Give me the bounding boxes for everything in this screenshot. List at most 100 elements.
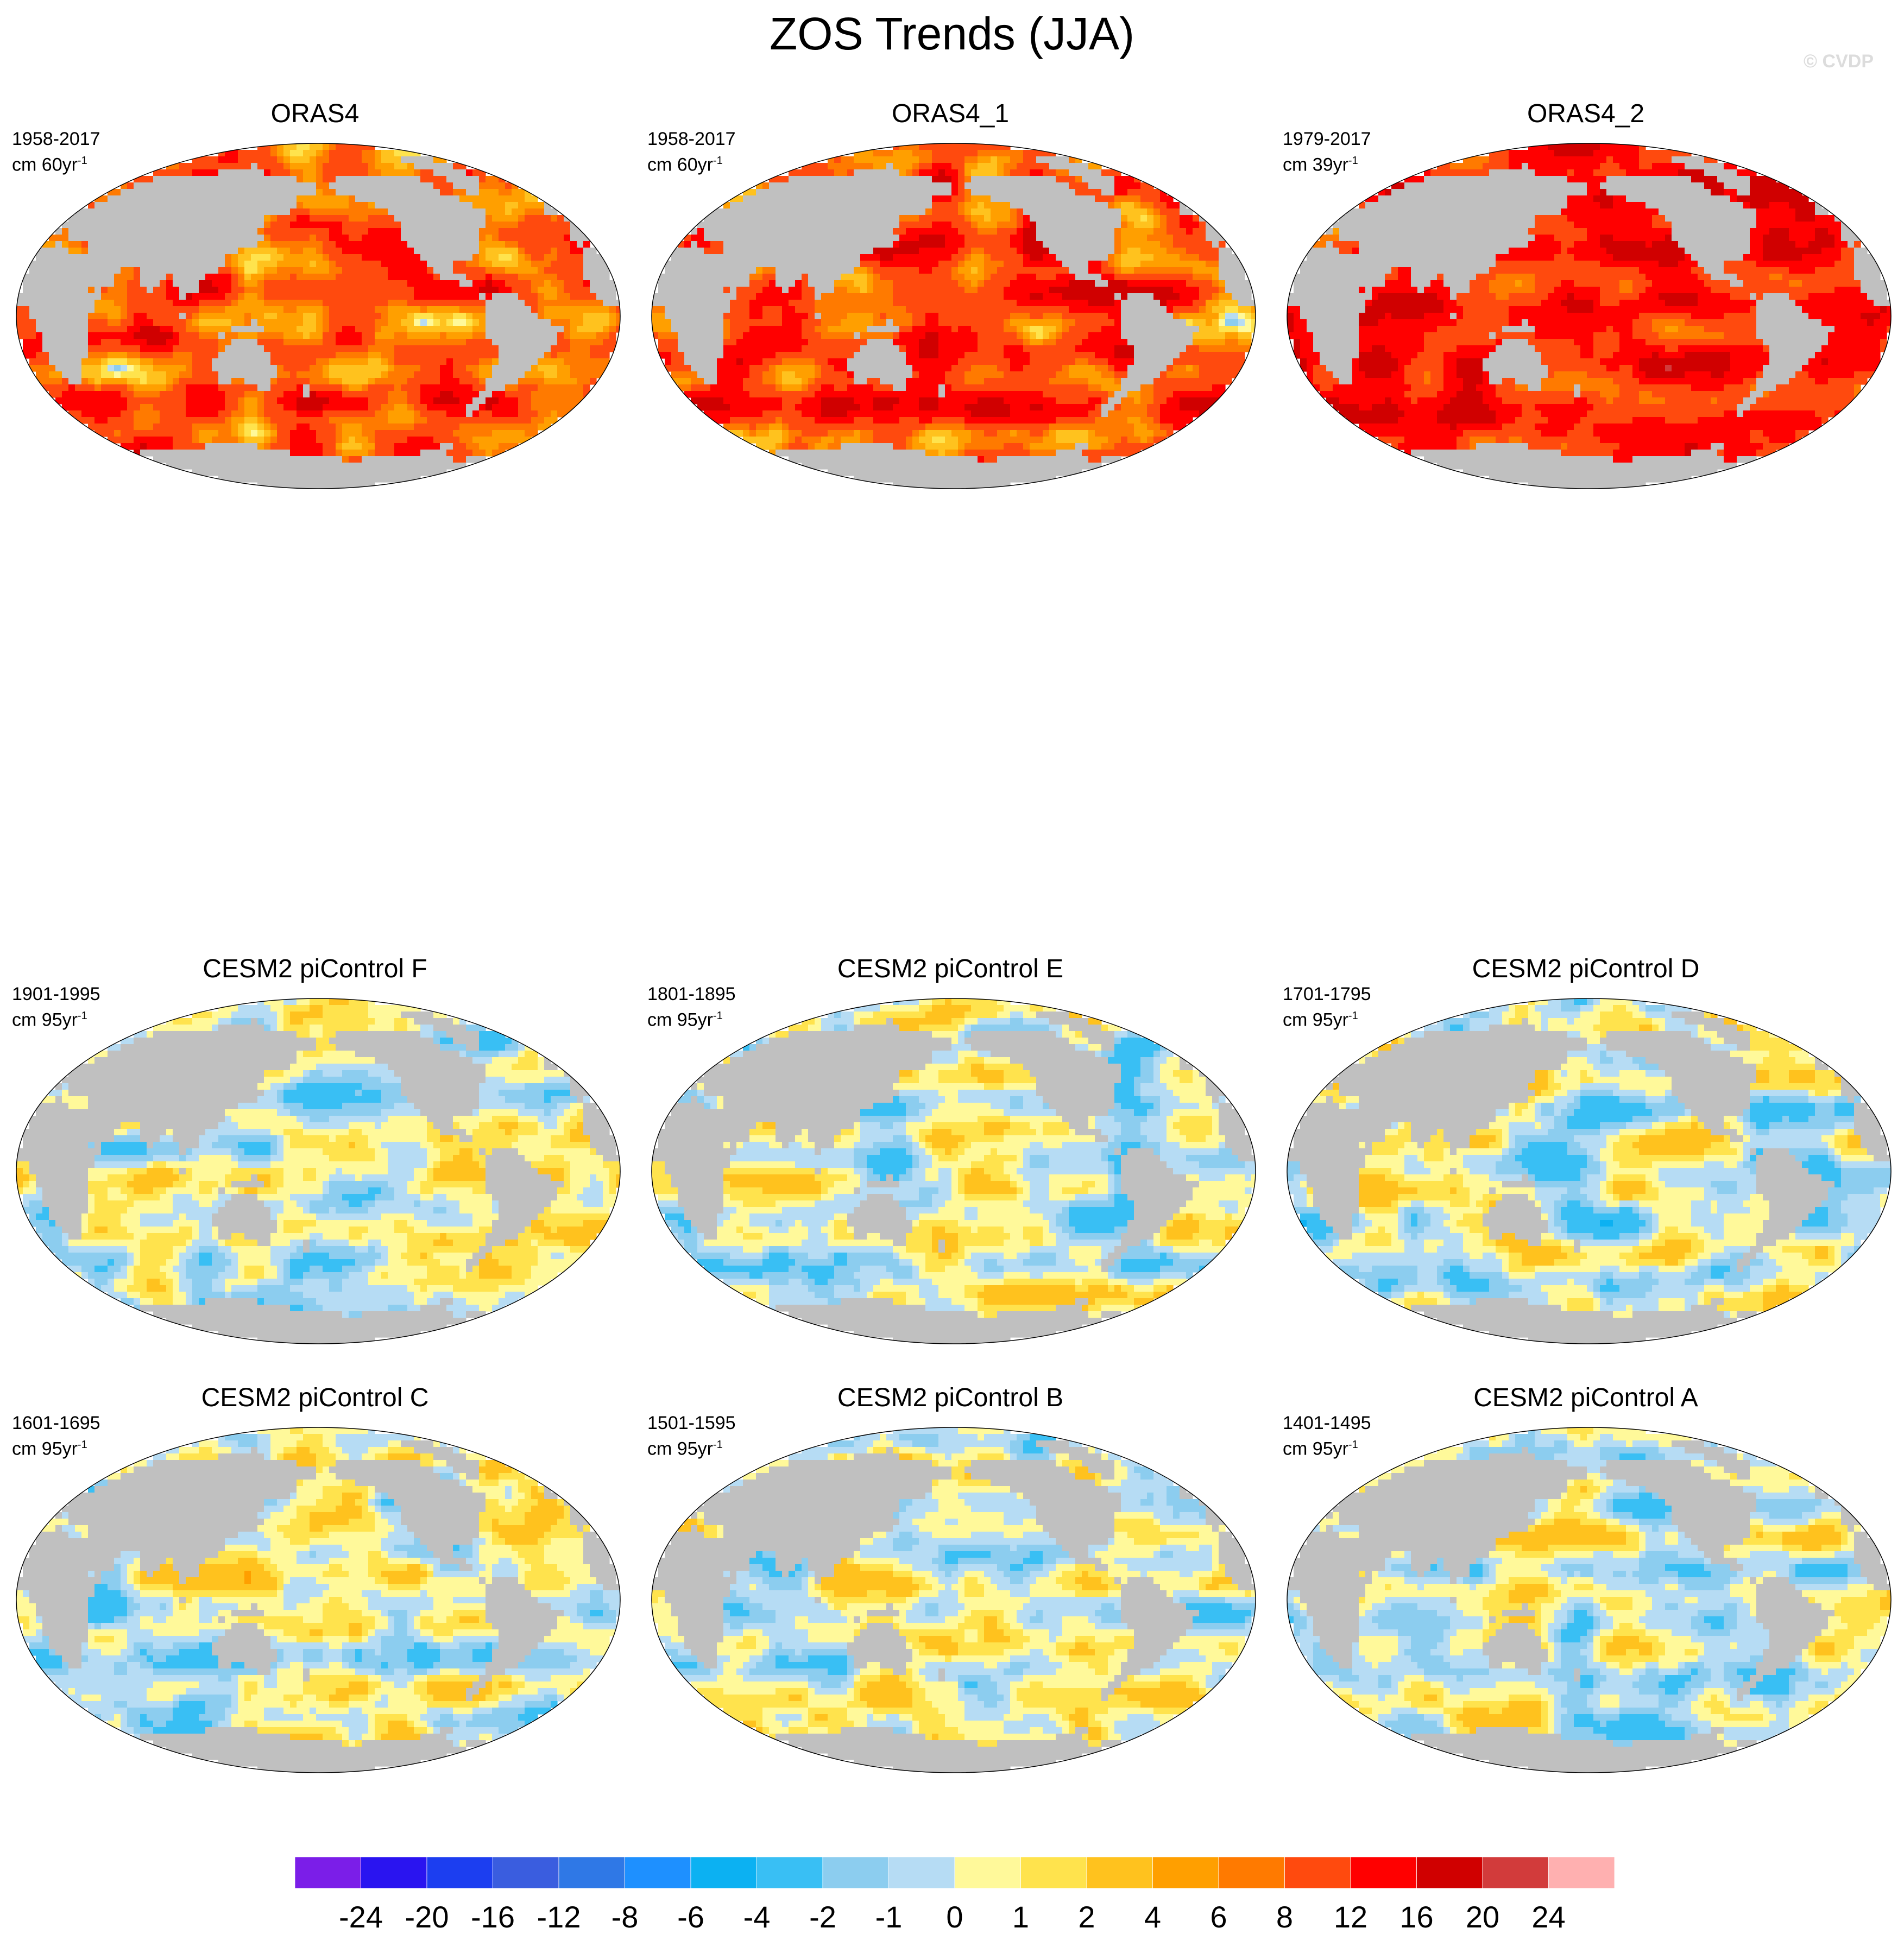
copyright-label: © CVDP (1804, 51, 1874, 72)
panel-title: CESM2 piControl C (0, 1382, 630, 1414)
colorbar-label: 4 (1144, 1900, 1161, 1934)
figure-title: ZOS Trends (JJA) (0, 7, 1904, 61)
map-panel: ORAS4 1958-2017 cm 60yr-1 (0, 98, 630, 516)
colorbar-swatch (625, 1857, 691, 1889)
colorbar-swatch (1284, 1857, 1351, 1889)
panel-unit-value: 60yr (42, 154, 78, 175)
panel-period: 1701-1795 (1283, 983, 1371, 1005)
colorbar: -24 -20 -16 -12 -8 -6 -4 -2 -1 0 1 2 4 6 8 12 16 20 24 (0, 1857, 1904, 1947)
colorbar-swatch (888, 1857, 955, 1889)
trend-map (16, 1427, 621, 1773)
panel-unit-exponent: -1 (1348, 1010, 1358, 1022)
trend-map (651, 143, 1256, 489)
panel-unit-prefix: cm (647, 1438, 677, 1459)
panel-unit: cm 95yr-1 (1283, 1434, 1358, 1459)
panel-unit: cm 60yr-1 (12, 150, 87, 175)
map-outline (651, 1427, 1256, 1773)
panel-unit-prefix: cm (647, 154, 677, 175)
panel-period: 1958-2017 (12, 128, 100, 150)
panel-period: 1801-1895 (647, 983, 736, 1005)
colorbar-label: 16 (1399, 1900, 1433, 1934)
panel-unit-prefix: cm (647, 1009, 677, 1030)
colorbar-swatch (493, 1857, 559, 1889)
panel-title: CESM2 piControl B (635, 1382, 1265, 1414)
panel-period: 1601-1695 (12, 1412, 100, 1434)
map-outline (1287, 1427, 1892, 1773)
map-outline (16, 143, 621, 489)
panel-unit-exponent: -1 (78, 155, 87, 167)
panel-period: 1979-2017 (1283, 128, 1371, 150)
panel-unit-value: 95yr (677, 1438, 713, 1459)
colorbar-swatch (1350, 1857, 1417, 1889)
colorbar-swatch (426, 1857, 493, 1889)
panel-period: 1901-1995 (12, 983, 100, 1005)
panel-unit-value: 95yr (42, 1438, 78, 1459)
map-panel: CESM2 piControl D 1701-1795 cm 95yr-1 (1271, 953, 1901, 1371)
map-cells (1287, 1427, 1891, 1773)
panel-unit-exponent: -1 (78, 1439, 87, 1451)
panel-unit-prefix: cm (12, 1009, 42, 1030)
colorbar-label: -20 (405, 1900, 449, 1934)
panel-unit-value: 95yr (42, 1009, 78, 1030)
panel-unit-exponent: -1 (1348, 1439, 1358, 1451)
panel-unit-prefix: cm (12, 1438, 42, 1459)
colorbar-swatch (1548, 1857, 1615, 1889)
trend-map (1287, 143, 1892, 489)
colorbar-label: -6 (677, 1900, 704, 1934)
colorbar-swatch (1020, 1857, 1087, 1889)
colorbar-swatch (1482, 1857, 1549, 1889)
panel-unit: cm 95yr-1 (12, 1005, 87, 1031)
panel-unit-exponent: -1 (713, 1439, 723, 1451)
panel-unit-value: 95yr (677, 1009, 713, 1030)
colorbar-label: 20 (1466, 1900, 1499, 1934)
map-panel: CESM2 piControl C 1601-1695 cm 95yr-1 (0, 1382, 630, 1800)
map-outline (1287, 143, 1892, 489)
map-outline (16, 1427, 621, 1773)
panel-unit-exponent: -1 (713, 155, 723, 167)
panel-unit-value: 60yr (677, 154, 713, 175)
panel-unit-value: 95yr (1313, 1009, 1348, 1030)
map-panel: CESM2 piControl B 1501-1595 cm 95yr-1 (635, 1382, 1265, 1800)
colorbar-swatch (1416, 1857, 1483, 1889)
colorbar-swatch (1086, 1857, 1153, 1889)
panel-unit: cm 95yr-1 (1283, 1005, 1358, 1031)
panel-unit-prefix: cm (1283, 1009, 1313, 1030)
colorbar-label: 1 (1012, 1900, 1029, 1934)
panel-title: ORAS4_2 (1271, 98, 1901, 130)
map-outline (16, 998, 621, 1344)
colorbar-label: 2 (1078, 1900, 1095, 1934)
panel-unit-prefix: cm (1283, 1438, 1313, 1459)
panel-unit: cm 95yr-1 (647, 1434, 723, 1459)
panel-unit-exponent: -1 (78, 1010, 87, 1022)
map-outline (651, 143, 1256, 489)
map-panel: CESM2 piControl E 1801-1895 cm 95yr-1 (635, 953, 1265, 1371)
colorbar-swatch (954, 1857, 1021, 1889)
panel-title: ORAS4 (0, 98, 630, 130)
map-cells (1287, 998, 1891, 1344)
colorbar-label: 6 (1210, 1900, 1227, 1934)
colorbar-swatch (1152, 1857, 1219, 1889)
panel-title: CESM2 piControl F (0, 953, 630, 985)
map-cells (652, 1427, 1256, 1773)
panel-unit: cm 95yr-1 (647, 1005, 723, 1031)
trend-map (16, 143, 621, 489)
map-cells (16, 143, 620, 489)
colorbar-label: 0 (946, 1900, 963, 1934)
colorbar-label: -24 (339, 1900, 383, 1934)
map-outline (1287, 998, 1892, 1344)
panel-unit-prefix: cm (1283, 154, 1313, 175)
colorbar-swatch (690, 1857, 757, 1889)
panel-unit-value: 39yr (1313, 154, 1348, 175)
colorbar-swatch (1218, 1857, 1285, 1889)
colorbar-label: 8 (1276, 1900, 1293, 1934)
panel-unit-value: 95yr (1313, 1438, 1348, 1459)
panel-unit: cm 60yr-1 (647, 150, 723, 175)
panel-unit-prefix: cm (12, 154, 42, 175)
trend-map (16, 998, 621, 1344)
map-panel: CESM2 piControl F 1901-1995 cm 95yr-1 (0, 953, 630, 1371)
colorbar-label: -2 (809, 1900, 836, 1934)
colorbar-swatch (822, 1857, 889, 1889)
trend-map (651, 998, 1256, 1344)
map-cells (16, 998, 620, 1344)
colorbar-swatch (558, 1857, 625, 1889)
